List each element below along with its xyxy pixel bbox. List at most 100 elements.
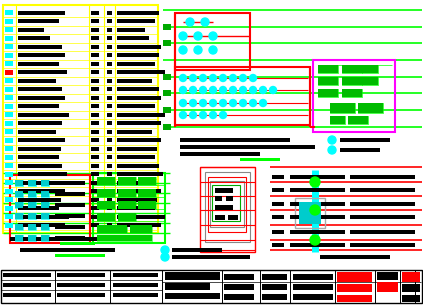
Bar	[91, 113, 99, 117]
Bar	[208, 177, 246, 232]
Circle shape	[310, 177, 320, 187]
Circle shape	[328, 136, 336, 144]
Bar	[97, 177, 115, 185]
Bar	[91, 189, 99, 193]
Bar	[318, 77, 338, 85]
Bar	[5, 129, 13, 134]
Bar	[342, 77, 362, 85]
Bar	[210, 255, 250, 259]
Bar	[5, 120, 13, 125]
Bar	[215, 215, 225, 220]
Bar	[55, 192, 85, 196]
Circle shape	[200, 112, 206, 119]
Bar	[5, 44, 13, 49]
Circle shape	[220, 87, 226, 94]
Bar	[5, 103, 13, 109]
Circle shape	[194, 46, 202, 54]
Bar	[5, 197, 13, 202]
Bar	[107, 10, 112, 15]
Bar	[262, 274, 287, 280]
Bar	[117, 172, 163, 176]
Bar	[41, 180, 49, 186]
Bar	[18, 223, 65, 227]
Bar	[55, 181, 85, 185]
Bar	[138, 177, 156, 185]
Bar	[175, 13, 250, 70]
Bar	[165, 293, 220, 299]
Circle shape	[250, 87, 256, 94]
Bar	[318, 89, 338, 97]
Bar	[18, 62, 59, 66]
Bar	[97, 213, 115, 221]
Bar	[117, 146, 157, 150]
Bar	[5, 52, 13, 58]
Bar	[107, 198, 112, 202]
Bar	[163, 24, 171, 30]
Bar	[5, 61, 13, 66]
Bar	[180, 138, 290, 142]
Circle shape	[209, 74, 217, 81]
Bar	[57, 273, 105, 277]
Circle shape	[310, 235, 320, 245]
Bar	[293, 274, 333, 280]
Bar	[117, 87, 159, 91]
Bar	[41, 224, 49, 230]
Bar	[117, 155, 155, 159]
Bar	[117, 189, 161, 193]
Circle shape	[179, 46, 187, 54]
Bar	[15, 235, 23, 241]
Circle shape	[179, 32, 187, 40]
Bar	[350, 215, 415, 219]
Circle shape	[259, 87, 266, 94]
Circle shape	[230, 74, 236, 81]
Bar	[55, 225, 85, 229]
Bar	[57, 283, 105, 287]
Bar	[18, 172, 67, 176]
Bar	[117, 206, 155, 210]
Bar	[15, 235, 23, 241]
Bar	[377, 272, 398, 280]
Bar	[107, 181, 112, 185]
Bar	[118, 189, 136, 197]
Bar	[107, 53, 112, 57]
Bar	[290, 243, 345, 247]
Bar	[107, 130, 112, 134]
Bar	[41, 191, 49, 197]
Bar	[358, 103, 383, 113]
Bar	[113, 293, 158, 297]
Bar	[107, 155, 112, 159]
Bar	[240, 158, 280, 161]
Bar	[15, 191, 23, 197]
Bar	[91, 121, 99, 125]
Bar	[117, 78, 152, 82]
Bar	[97, 189, 115, 197]
Bar	[57, 293, 105, 297]
Bar	[330, 103, 355, 113]
Bar	[180, 145, 315, 149]
Bar	[91, 27, 99, 31]
Bar	[272, 243, 284, 247]
Bar	[97, 213, 115, 221]
Bar	[117, 104, 155, 108]
Bar	[20, 248, 115, 252]
Bar	[330, 116, 345, 124]
Circle shape	[190, 87, 197, 94]
Bar	[290, 188, 345, 192]
Bar	[18, 113, 69, 117]
Bar	[172, 255, 212, 259]
Bar	[348, 116, 368, 124]
Bar	[117, 130, 152, 134]
Bar	[107, 206, 112, 210]
Bar	[15, 202, 23, 208]
Bar	[118, 201, 136, 209]
Bar	[5, 206, 13, 210]
Bar	[224, 284, 254, 290]
Bar	[28, 235, 36, 241]
Bar	[215, 188, 233, 193]
Bar	[28, 213, 36, 219]
Bar	[107, 189, 112, 193]
Bar	[337, 295, 372, 302]
Bar	[18, 155, 59, 159]
Bar	[97, 177, 115, 185]
Bar	[18, 78, 56, 82]
